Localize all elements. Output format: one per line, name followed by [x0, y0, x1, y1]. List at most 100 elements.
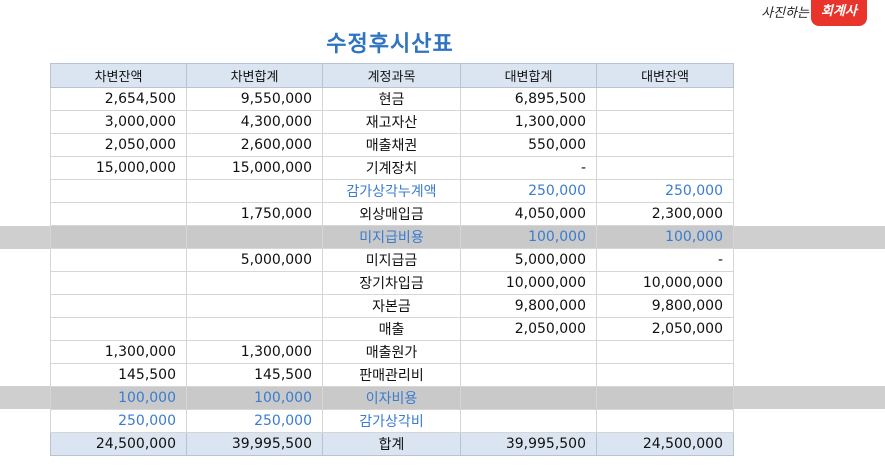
debit-balance-cell: [50, 294, 187, 318]
col-header-debit-balance: 차변잔액: [50, 63, 187, 88]
table-row: 15,000,000 15,000,000 기계장치 -: [50, 156, 734, 180]
table-row: 미지급비용 100,000 100,000: [50, 225, 734, 249]
debit-balance-cell: [50, 317, 187, 341]
table-row: 1,750,000 외상매입금 4,050,000 2,300,000: [50, 202, 734, 226]
credit-total-cell: 100,000: [460, 225, 597, 249]
credit-balance-cell: [596, 363, 734, 387]
debit-balance-cell: [50, 248, 187, 272]
debit-total-cell: 5,000,000: [186, 248, 323, 272]
credit-balance-cell: 10,000,000: [596, 271, 734, 295]
trial-balance-table: 차변잔액 차변합계 계정과목 대변합계 대변잔액 2,654,500 9,550,…: [50, 63, 734, 456]
debit-balance-cell: 3,000,000: [50, 110, 187, 134]
table-row: 5,000,000 미지급금 5,000,000-: [50, 248, 734, 272]
table-row: 2,050,000 2,600,000 매출채권 550,000: [50, 133, 734, 157]
debit-balance-cell: 100,000: [50, 386, 187, 410]
account-name-cell: 이자비용: [322, 386, 461, 410]
table-row: 감가상각누계액 250,000 250,000: [50, 179, 734, 203]
table-row: 1,300,000 1,300,000 매출원가: [50, 340, 734, 364]
credit-total-cell: 4,050,000: [460, 202, 597, 226]
table-row: 자본금 9,800,000 9,800,000: [50, 294, 734, 318]
table-row: 250,000 250,000 감가상각비: [50, 409, 734, 433]
debit-total-cell: 1,300,000: [186, 340, 323, 364]
col-header-debit-total: 차변합계: [186, 63, 323, 88]
credit-total-cell: 550,000: [460, 133, 597, 157]
credit-balance-cell: [596, 340, 734, 364]
account-name-cell: 매출: [322, 317, 461, 341]
account-name-cell: 감가상각비: [322, 409, 461, 433]
account-name-cell: 매출원가: [322, 340, 461, 364]
col-header-credit-balance: 대변잔액: [596, 63, 734, 88]
debit-balance-cell: [50, 225, 187, 249]
debit-balance-cell: 250,000: [50, 409, 187, 433]
credit-total-cell: [460, 340, 597, 364]
credit-balance-cell: 250,000: [596, 179, 734, 203]
table-row: 145,500 145,500 판매관리비: [50, 363, 734, 387]
account-name-cell: 판매관리비: [322, 363, 461, 387]
debit-balance-cell: 1,300,000: [50, 340, 187, 364]
credit-balance-cell: [596, 133, 734, 157]
debit-total-cell: 15,000,000: [186, 156, 323, 180]
debit-total-cell: [186, 294, 323, 318]
credit-total-cell: -: [460, 156, 597, 180]
total-credit-total: 39,995,500: [460, 432, 597, 456]
debit-balance-cell: [50, 202, 187, 226]
credit-total-cell: 10,000,000: [460, 271, 597, 295]
debit-total-cell: 145,500: [186, 363, 323, 387]
total-label: 합계: [322, 432, 461, 456]
credit-total-cell: 2,050,000: [460, 317, 597, 341]
credit-balance-cell: 2,050,000: [596, 317, 734, 341]
credit-total-cell: 1,300,000: [460, 110, 597, 134]
credit-total-cell: 9,800,000: [460, 294, 597, 318]
debit-total-cell: 250,000: [186, 409, 323, 433]
credit-balance-cell: [596, 386, 734, 410]
account-name-cell: 미지급비용: [322, 225, 461, 249]
table-row: 2,654,500 9,550,000 현금 6,895,500: [50, 87, 734, 111]
debit-balance-cell: 2,050,000: [50, 133, 187, 157]
logo: 회계사: [811, 0, 867, 26]
account-name-cell: 현금: [322, 87, 461, 111]
credit-balance-cell: [596, 110, 734, 134]
debit-balance-cell: [50, 271, 187, 295]
logo-prefix: 사진하는: [761, 6, 809, 21]
debit-total-cell: 2,600,000: [186, 133, 323, 157]
page-title: 수정후시산표: [326, 32, 454, 57]
debit-total-cell: 100,000: [186, 386, 323, 410]
credit-balance-cell: 9,800,000: [596, 294, 734, 318]
debit-balance-cell: 145,500: [50, 363, 187, 387]
credit-total-cell: [460, 363, 597, 387]
account-name-cell: 자본금: [322, 294, 461, 318]
credit-balance-cell: [596, 409, 734, 433]
credit-balance-cell: [596, 87, 734, 111]
account-name-cell: 기계장치: [322, 156, 461, 180]
table-row: 100,000 100,000 이자비용: [50, 386, 734, 410]
total-debit-total: 39,995,500: [186, 432, 323, 456]
debit-total-cell: [186, 317, 323, 341]
account-name-cell: 감가상각누계액: [322, 179, 461, 203]
table-row: 3,000,000 4,300,000 재고자산 1,300,000: [50, 110, 734, 134]
account-name-cell: 매출채권: [322, 133, 461, 157]
account-name-cell: 미지급금: [322, 248, 461, 272]
col-header-account: 계정과목: [322, 63, 461, 88]
col-header-credit-total: 대변합계: [460, 63, 597, 88]
debit-balance-cell: 15,000,000: [50, 156, 187, 180]
credit-total-cell: 5,000,000: [460, 248, 597, 272]
credit-total-cell: 250,000: [460, 179, 597, 203]
table-row: 장기차입금 10,000,000 10,000,000: [50, 271, 734, 295]
credit-total-cell: [460, 409, 597, 433]
credit-total-cell: [460, 386, 597, 410]
credit-balance-cell: 2,300,000: [596, 202, 734, 226]
credit-total-cell: 6,895,500: [460, 87, 597, 111]
debit-total-cell: [186, 225, 323, 249]
total-credit-balance: 24,500,000: [596, 432, 734, 456]
debit-balance-cell: 2,654,500: [50, 87, 187, 111]
table-row: 매출 2,050,000 2,050,000: [50, 317, 734, 341]
credit-balance-cell: [596, 156, 734, 180]
debit-total-cell: 1,750,000: [186, 202, 323, 226]
debit-total-cell: [186, 179, 323, 203]
debit-total-cell: 9,550,000: [186, 87, 323, 111]
total-row: 24,500,000 39,995,500 합계 39,995,500 24,5…: [50, 432, 734, 456]
account-name-cell: 장기차입금: [322, 271, 461, 295]
account-name-cell: 재고자산: [322, 110, 461, 134]
total-debit-balance: 24,500,000: [50, 432, 187, 456]
header-row: 차변잔액 차변합계 계정과목 대변합계 대변잔액: [50, 63, 734, 88]
